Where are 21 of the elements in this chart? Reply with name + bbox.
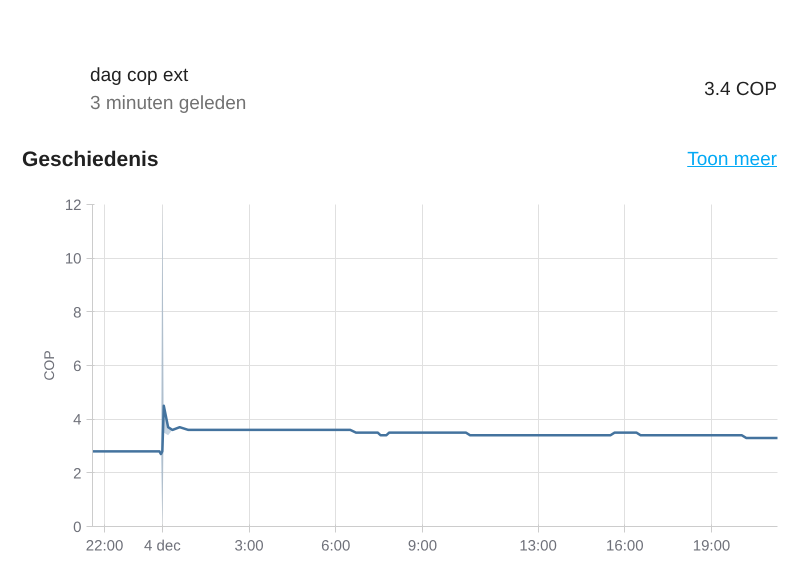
text: Toon meer xyxy=(687,148,777,172)
x-tick-label: 22:00 xyxy=(86,538,124,554)
y-tick-label: 4 xyxy=(73,412,82,429)
y-tick-label: 2 xyxy=(73,465,82,482)
text: 3.4 COP xyxy=(704,78,777,102)
x-tick-label: 9:00 xyxy=(408,538,438,554)
y-tick-label: 8 xyxy=(73,304,82,322)
y-tick-label: 10 xyxy=(64,250,82,268)
text: Geschiedenis xyxy=(22,147,159,173)
chart-title: dag cop ext xyxy=(90,64,188,88)
x-tick-label: 3:00 xyxy=(234,538,264,554)
y-tick-label: 6 xyxy=(73,358,82,375)
x-tick-label: 16:00 xyxy=(606,538,644,554)
y-axis-title: COP xyxy=(40,350,57,381)
y-tick-label: 12 xyxy=(64,197,82,214)
x-tick-label: 13:00 xyxy=(519,538,557,554)
x-tick-label: 4 dec xyxy=(144,538,182,554)
y-tick-label: 0 xyxy=(73,519,82,536)
x-tick-label: 19:00 xyxy=(692,538,730,554)
chart-subtitle: 3 minuten geleden xyxy=(90,92,246,116)
x-tick-label: 6:00 xyxy=(321,538,350,554)
